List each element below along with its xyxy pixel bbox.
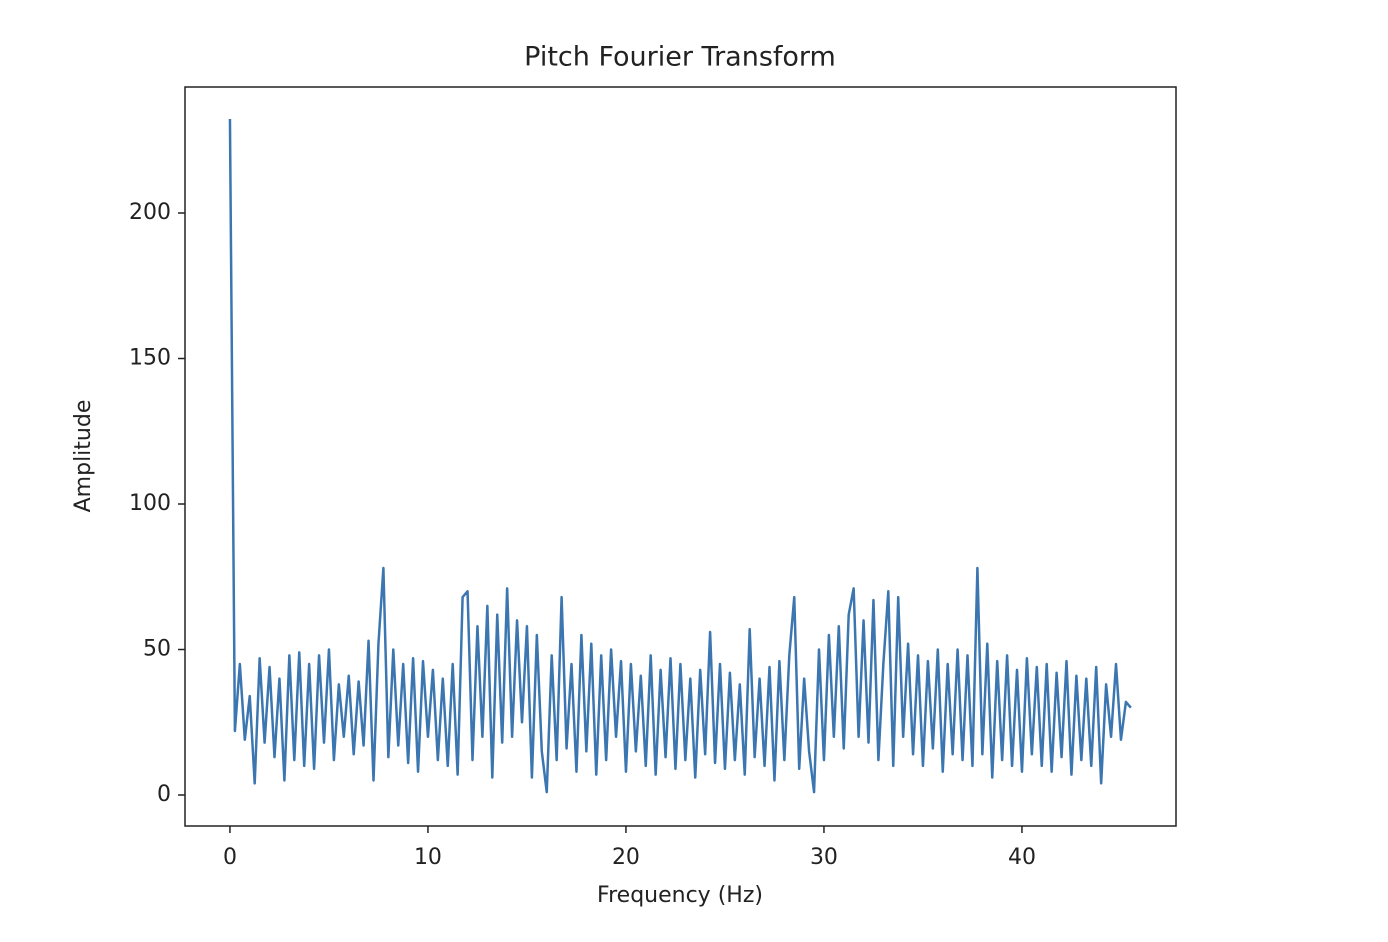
x-tick-label: 0 xyxy=(223,845,237,870)
chart-title: Pitch Fourier Transform xyxy=(524,42,836,73)
y-tick-label: 200 xyxy=(129,200,171,225)
x-axis-label: Frequency (Hz) xyxy=(597,883,763,908)
y-tick-label: 150 xyxy=(129,346,171,371)
x-tick-label: 40 xyxy=(1008,845,1036,870)
plot-frame xyxy=(184,86,1177,827)
data-line xyxy=(228,118,1132,794)
y-tick-label: 50 xyxy=(143,637,171,662)
y-tick-label: 100 xyxy=(129,491,171,516)
x-tick-label: 20 xyxy=(612,845,640,870)
x-tick-label: 10 xyxy=(414,845,442,870)
y-axis-label: Amplitude xyxy=(71,400,96,513)
x-tick-label: 30 xyxy=(810,845,838,870)
y-tick-label: 0 xyxy=(157,782,171,807)
